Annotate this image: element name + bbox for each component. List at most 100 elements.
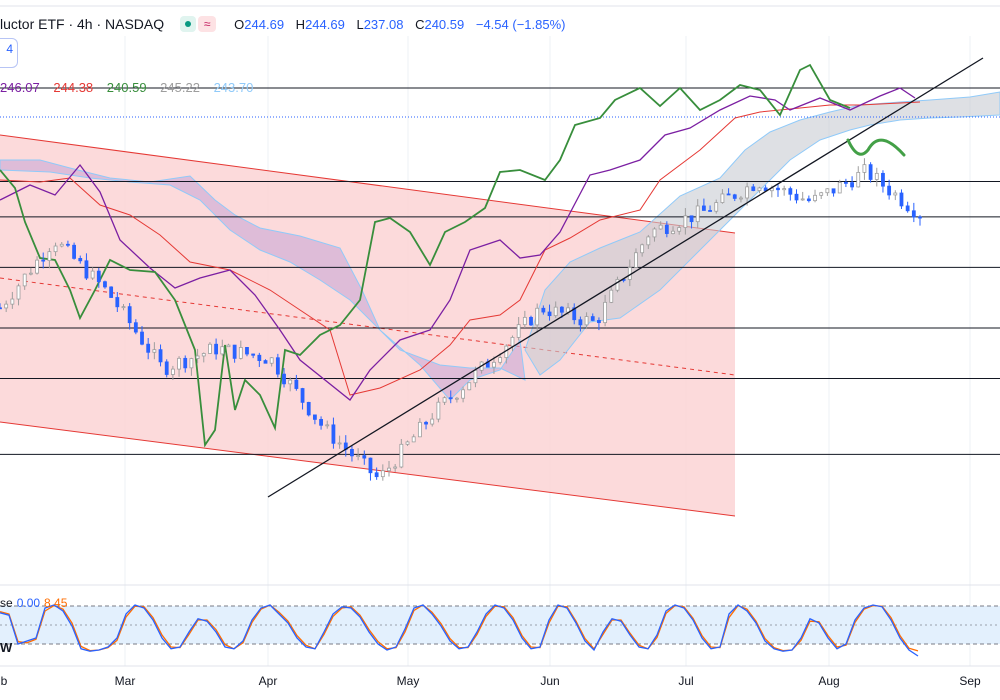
candle-down bbox=[214, 343, 219, 355]
candle-down bbox=[362, 455, 367, 459]
candle-up bbox=[170, 368, 175, 375]
candle-up bbox=[28, 272, 33, 275]
candle-up bbox=[35, 259, 39, 274]
wave-icon[interactable]: ≈ bbox=[198, 16, 217, 32]
candle-up bbox=[417, 421, 422, 438]
candle-down bbox=[133, 322, 138, 333]
candle-up bbox=[208, 343, 212, 354]
status-badges[interactable]: ≈ bbox=[180, 16, 217, 32]
high-value: 244.69 bbox=[305, 16, 345, 32]
candle-up bbox=[22, 273, 27, 287]
candle-down bbox=[806, 198, 811, 202]
span-a-value: 245.22 bbox=[160, 80, 200, 95]
stoch-k-value: 0.00 bbox=[16, 596, 41, 610]
x-label-jul: Jul bbox=[678, 674, 694, 688]
candle-up bbox=[121, 306, 126, 309]
candle-up bbox=[856, 171, 861, 188]
market-status-icon[interactable] bbox=[180, 16, 197, 32]
candle-down bbox=[78, 258, 83, 262]
candle-up bbox=[584, 316, 589, 326]
candle-up bbox=[4, 303, 9, 309]
ichimoku-cloud-bull bbox=[524, 91, 1000, 376]
candle-down bbox=[146, 343, 151, 353]
candle-down bbox=[776, 187, 780, 191]
candle-up bbox=[695, 205, 700, 223]
stoch-label: se bbox=[0, 596, 13, 610]
candle-up bbox=[337, 442, 342, 445]
candle-down bbox=[72, 244, 76, 259]
price-candles bbox=[0, 158, 922, 481]
candle-up bbox=[399, 443, 404, 468]
candle-down bbox=[103, 281, 107, 288]
candle-down bbox=[245, 347, 249, 355]
ohlc-values: O244.69 H244.69 L237.08 C240.59 −4.54 (−… bbox=[234, 16, 566, 32]
candle-down bbox=[547, 311, 552, 317]
candle-up bbox=[615, 279, 620, 291]
candle-up bbox=[683, 215, 688, 228]
collapse-button[interactable]: 4 bbox=[0, 38, 18, 68]
candle-down bbox=[319, 419, 323, 426]
candle-down bbox=[183, 357, 188, 369]
candle-down bbox=[868, 164, 873, 180]
candle-up bbox=[201, 353, 206, 357]
candle-down bbox=[572, 307, 577, 321]
candle-down bbox=[350, 448, 354, 457]
candle-down bbox=[881, 172, 885, 187]
candle-down bbox=[726, 193, 731, 196]
candle-down bbox=[127, 306, 132, 324]
candle-down bbox=[899, 192, 904, 207]
stochastic-values: se 0.00 8.45 bbox=[0, 596, 67, 610]
candle-up bbox=[745, 186, 750, 199]
x-label-mar: Mar bbox=[114, 674, 136, 688]
candle-up bbox=[461, 389, 465, 399]
candle-up bbox=[874, 172, 879, 180]
chart-header: luctor ETF · 4h · NASDAQ ≈ O244.69 H244.… bbox=[0, 14, 565, 34]
candle-down bbox=[559, 306, 564, 313]
candle-up bbox=[288, 379, 293, 385]
candle-down bbox=[905, 205, 910, 212]
stoch-d-line bbox=[0, 604, 919, 652]
candle-up bbox=[516, 324, 521, 338]
candle-up bbox=[195, 355, 200, 359]
candle-up bbox=[720, 193, 725, 203]
candle-down bbox=[232, 344, 237, 359]
candle-down bbox=[140, 331, 144, 345]
candle-down bbox=[541, 307, 546, 313]
candle-up bbox=[436, 401, 441, 420]
candle-down bbox=[275, 357, 280, 375]
candle-down bbox=[664, 224, 669, 234]
candle-up bbox=[498, 357, 503, 363]
candle-up bbox=[893, 192, 898, 196]
change-value: −4.54 (−1.85%) bbox=[475, 16, 566, 32]
candle-up bbox=[819, 192, 824, 196]
candle-up bbox=[467, 382, 472, 391]
candle-up bbox=[238, 347, 243, 359]
candle-up bbox=[652, 228, 657, 238]
candle-up bbox=[152, 349, 157, 353]
candle-up bbox=[473, 369, 478, 384]
lagging-value: 240.59 bbox=[106, 80, 147, 95]
candle-down bbox=[0, 307, 2, 310]
candle-up bbox=[553, 306, 558, 317]
candle-down bbox=[751, 186, 756, 191]
candle-up bbox=[757, 187, 762, 191]
candle-down bbox=[115, 297, 120, 308]
symbol-title[interactable]: luctor ETF · 4h · NASDAQ bbox=[0, 16, 165, 32]
candle-up bbox=[825, 188, 830, 194]
candle-up bbox=[189, 358, 194, 369]
candle-up bbox=[800, 198, 805, 201]
candle-up bbox=[522, 316, 527, 326]
candle-up bbox=[603, 301, 608, 324]
candle-down bbox=[918, 216, 922, 219]
candle-down bbox=[590, 316, 595, 321]
candle-up bbox=[609, 289, 614, 303]
x-label-feb: b bbox=[0, 674, 8, 688]
candle-down bbox=[831, 188, 836, 194]
x-label-apr: Apr bbox=[258, 674, 278, 688]
x-label-may: May bbox=[396, 674, 420, 688]
x-label-jun: Jun bbox=[540, 674, 560, 688]
candle-up bbox=[430, 418, 435, 425]
open-value: 244.69 bbox=[244, 16, 285, 32]
candle-up bbox=[405, 441, 410, 445]
